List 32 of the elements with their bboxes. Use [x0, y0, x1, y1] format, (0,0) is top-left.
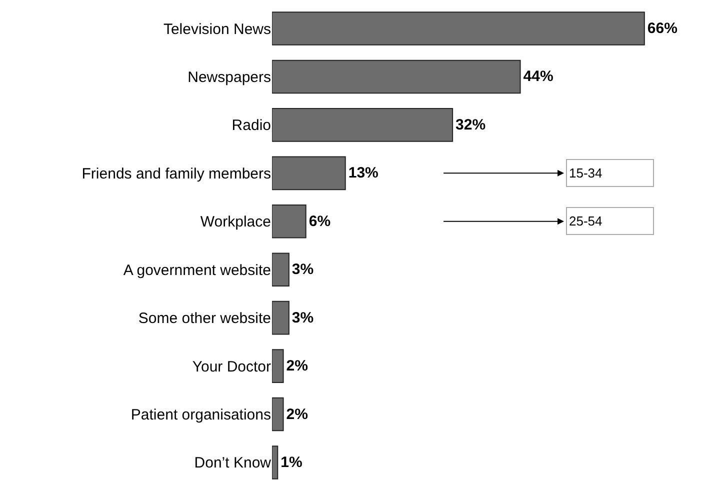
- data-label: 1%: [280, 454, 302, 471]
- bar: [272, 252, 290, 286]
- data-label: 32%: [456, 116, 486, 134]
- y-tick-label: Your Doctor: [192, 358, 272, 376]
- y-tick-label: Patient organisations: [130, 406, 271, 424]
- annotation: 15-34: [569, 166, 602, 180]
- data-label: 2%: [286, 358, 308, 375]
- y-tick-label: Workplace: [200, 214, 271, 231]
- data-label: 3%: [292, 309, 314, 326]
- data-label: 66%: [647, 20, 678, 38]
- bar: [272, 446, 278, 480]
- bar: [272, 300, 290, 335]
- bar: [272, 156, 346, 190]
- y-tick-label: A government website: [123, 262, 271, 279]
- annotation: 25-54: [569, 214, 602, 228]
- data-label: 44%: [523, 68, 554, 86]
- data-label: 6%: [308, 212, 331, 230]
- y-tick-label: Newspapers: [188, 68, 271, 86]
- y-tick-label: Radio: [232, 117, 271, 134]
- y-tick-label: Television News: [163, 20, 271, 38]
- bar: [272, 60, 521, 94]
- y-tick-label: Some other website: [138, 310, 271, 328]
- y-tick-label: Friends and family members: [82, 165, 271, 182]
- bar: [272, 349, 284, 383]
- y-tick-label: Don’t Know: [194, 454, 272, 472]
- data-label: 13%: [348, 164, 378, 182]
- bar: [272, 204, 306, 238]
- data-label: 3%: [292, 261, 314, 278]
- bar: [272, 12, 645, 46]
- bar: [272, 108, 454, 142]
- data-label: 2%: [286, 406, 308, 423]
- bar: [272, 397, 284, 432]
